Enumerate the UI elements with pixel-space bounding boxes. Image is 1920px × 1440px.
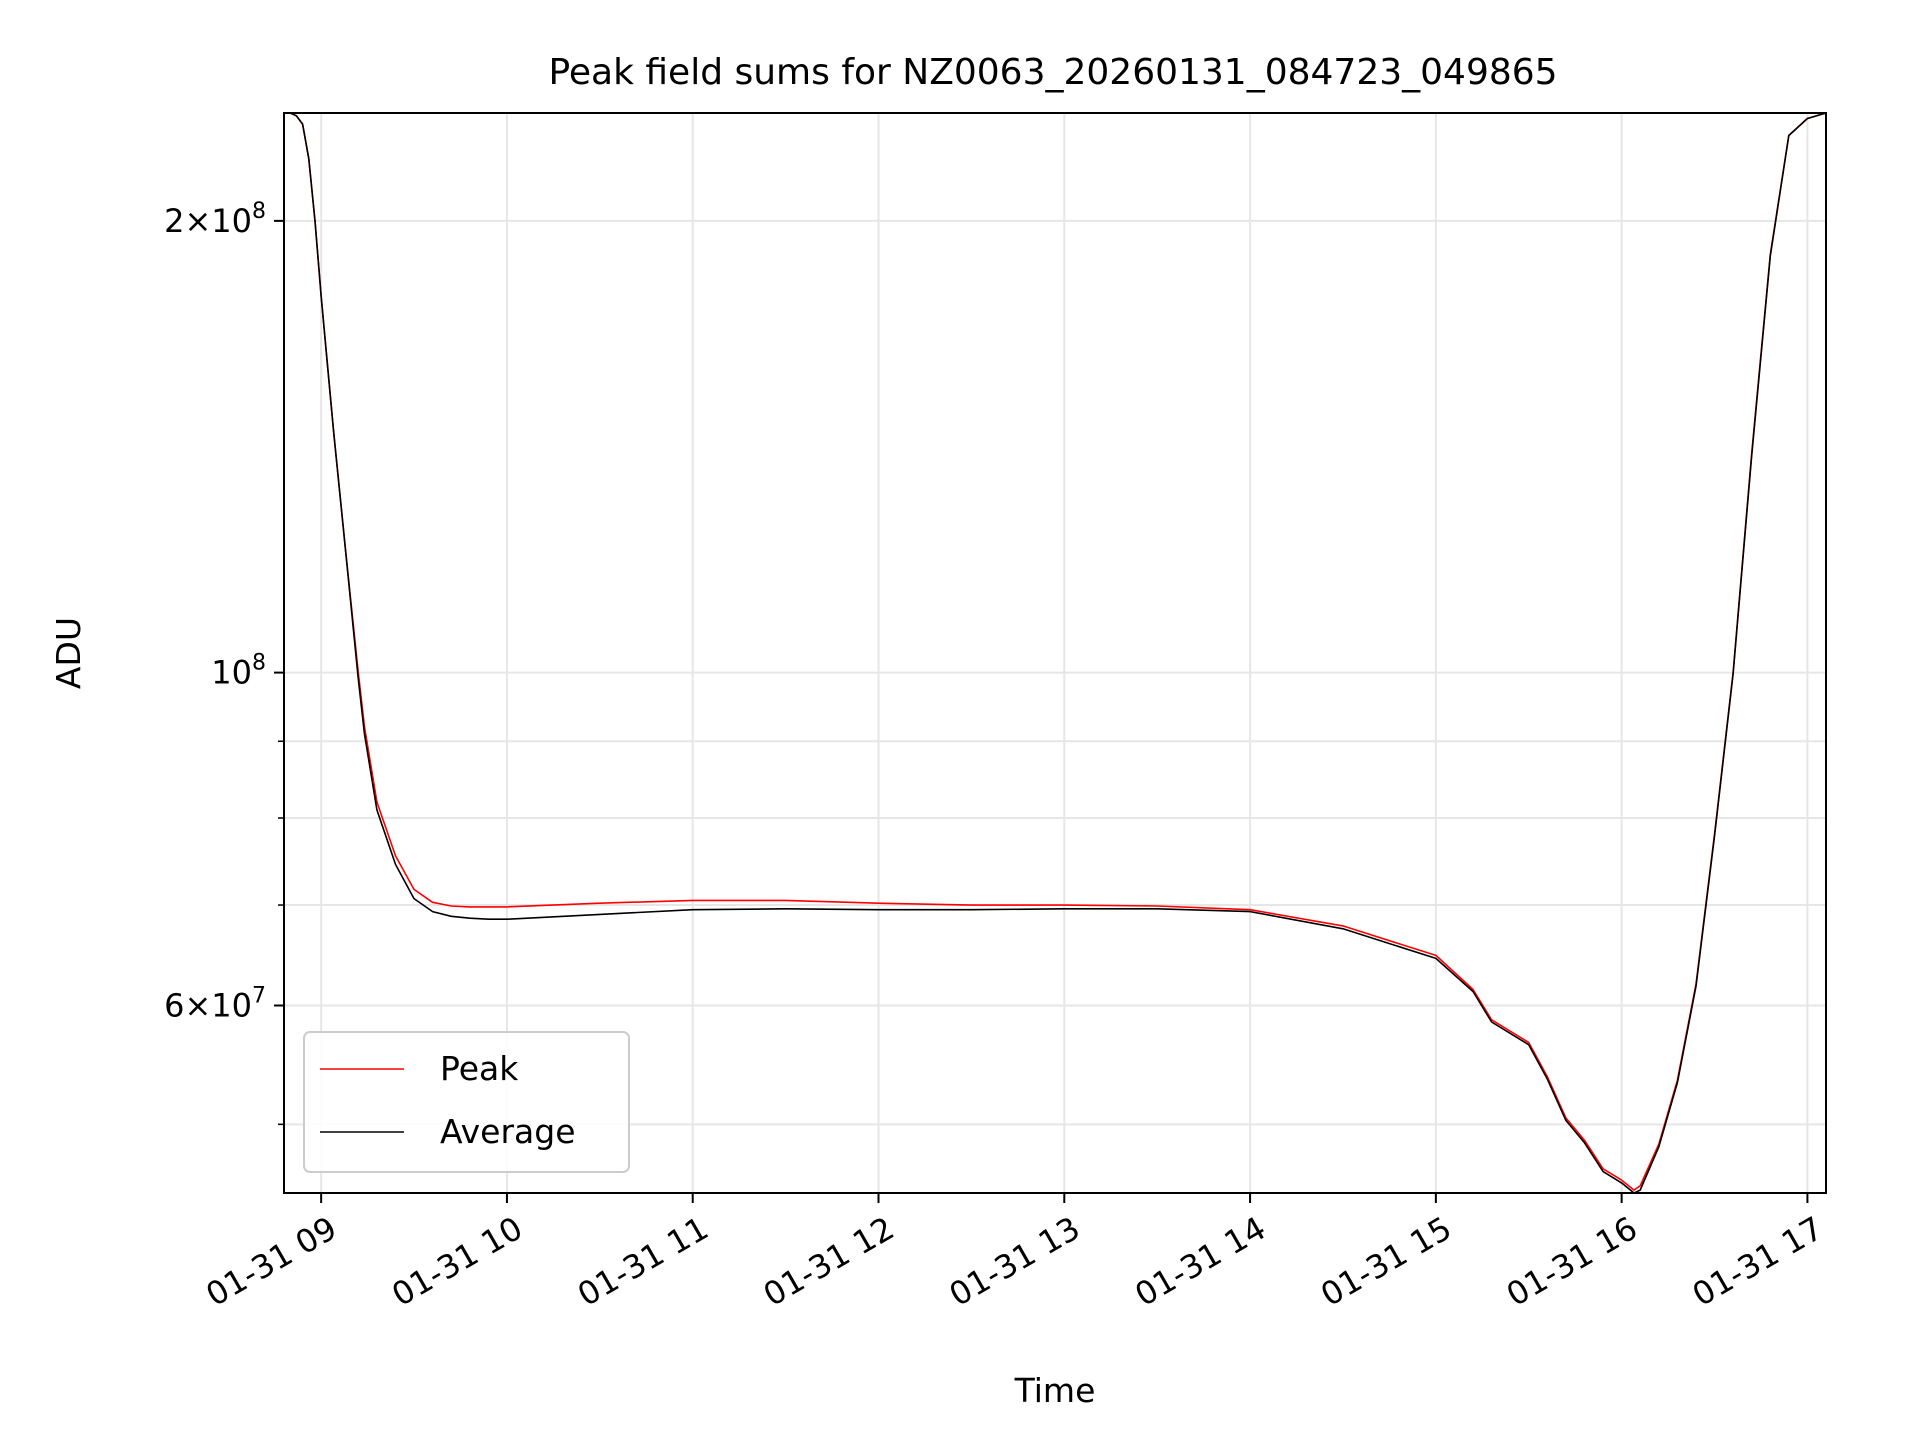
y-axis-label: ADU [49,617,88,689]
legend-label-average: Average [440,1112,576,1151]
y-tick-label: 6×107 [164,984,266,1025]
series-line-average [284,112,1827,1194]
plot-area [284,112,1827,1194]
y-tick-label: 2×108 [164,199,266,240]
chart-title: Peak field sums for NZ0063_20260131_0847… [548,52,1557,93]
y-tick-label: 108 [211,651,266,692]
x-axis-label: Time [1014,1371,1096,1410]
legend-box [303,1031,630,1173]
axes-frame [283,112,1827,1194]
y-axis: 2×108 108 6×107 [164,199,284,1126]
legend: Peak Average [303,1031,630,1173]
legend-label-peak: Peak [440,1049,519,1088]
